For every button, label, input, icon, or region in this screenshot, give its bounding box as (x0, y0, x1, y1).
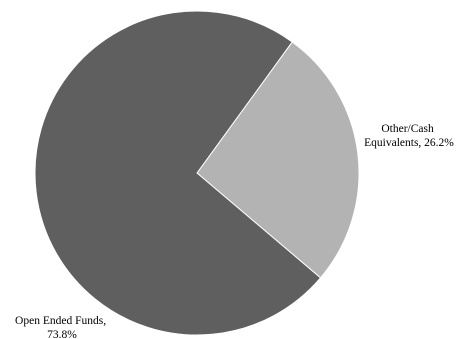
pie-slices (34, 10, 360, 336)
pie-labels: Other/Cash Equivalents, 26.2% Open Ended… (15, 123, 454, 339)
slice-label-other-cash-equivalents: Other/Cash Equivalents, 26.2% (364, 123, 454, 149)
pie-slice-open-ended-funds (34, 10, 322, 336)
pie-slice-other-cash-equivalents (196, 41, 360, 279)
slice-label-open-ended-funds: Open Ended Funds, 73.8% (15, 315, 109, 339)
